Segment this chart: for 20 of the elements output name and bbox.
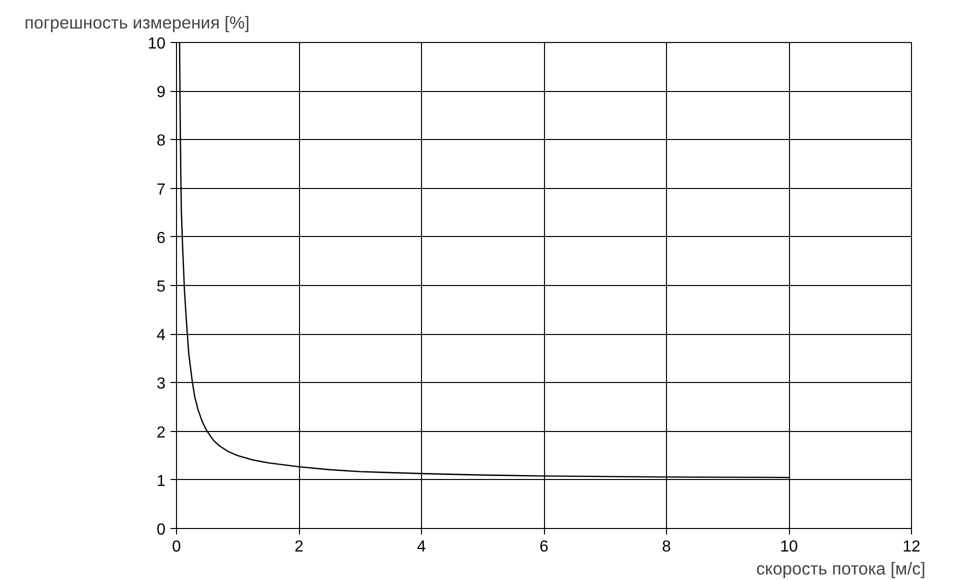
x-tick-label: 10 bbox=[780, 538, 798, 556]
x-axis-title: скорость потока [м/с] bbox=[756, 558, 926, 578]
y-tick-label: 10 bbox=[148, 36, 166, 52]
x-tick-label: 0 bbox=[172, 538, 182, 556]
y-tick-label: 1 bbox=[156, 472, 166, 490]
y-tick-label: 9 bbox=[156, 84, 166, 102]
x-tick-label: 12 bbox=[902, 538, 920, 556]
x-tick-label: 6 bbox=[540, 538, 549, 556]
x-tick-label: 4 bbox=[417, 538, 426, 556]
y-tick-label: 5 bbox=[156, 278, 166, 296]
x-tick-label: 8 bbox=[662, 538, 672, 556]
y-tick-label: 0 bbox=[156, 522, 166, 538]
x-tick-label: 2 bbox=[294, 538, 304, 556]
y-tick-label: 4 bbox=[156, 327, 166, 344]
y-tick-label: 2 bbox=[156, 424, 166, 442]
y-tick-label: 8 bbox=[156, 132, 166, 150]
y-axis-title: погрешность измерения [%] bbox=[24, 12, 250, 32]
y-tick-label: 3 bbox=[156, 376, 166, 393]
y-tick-label: 7 bbox=[156, 181, 166, 198]
y-tick-label: 6 bbox=[156, 230, 166, 247]
